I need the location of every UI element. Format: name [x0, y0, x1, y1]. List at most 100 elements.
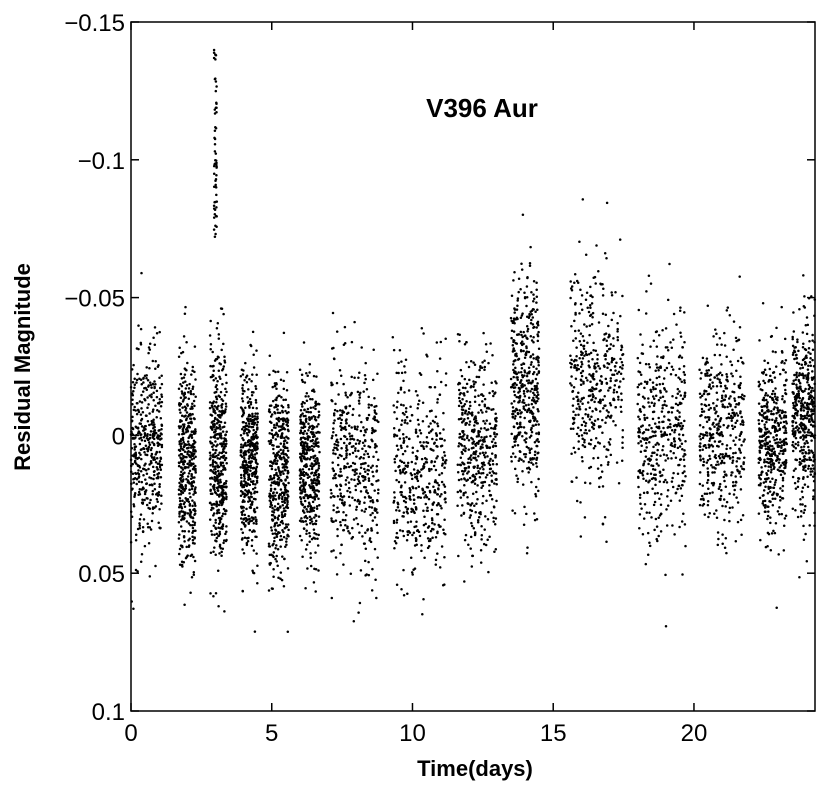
data-point: [571, 389, 575, 393]
data-point: [221, 403, 224, 406]
data-point: [274, 557, 277, 561]
data-point: [188, 464, 191, 467]
data-point: [223, 443, 226, 446]
data-point: [522, 452, 526, 456]
data-point: [191, 442, 195, 446]
data-point: [141, 498, 144, 501]
data-point: [440, 545, 444, 548]
data-point: [157, 472, 161, 475]
data-point: [356, 425, 359, 429]
data-point: [535, 395, 538, 399]
data-point: [596, 441, 600, 444]
data-point: [135, 426, 138, 429]
data-point: [412, 568, 415, 571]
data-point: [132, 478, 135, 481]
data-point: [276, 474, 279, 478]
data-point: [334, 476, 337, 480]
data-point: [681, 433, 685, 437]
data-point: [464, 449, 467, 453]
data-point: [404, 410, 408, 414]
data-point: [214, 465, 217, 468]
data-point: [133, 377, 136, 380]
data-point: [141, 410, 145, 414]
data-point: [279, 534, 283, 538]
data-point: [135, 347, 139, 350]
data-point: [209, 436, 213, 439]
data-point: [309, 448, 312, 451]
data-point: [300, 491, 303, 495]
data-point: [209, 492, 213, 496]
data-point: [642, 477, 645, 481]
data-point: [308, 475, 311, 478]
data-point: [396, 502, 400, 506]
data-point: [212, 379, 215, 382]
data-point: [669, 449, 672, 453]
data-point: [242, 420, 245, 424]
data-point: [150, 386, 153, 389]
data-point: [221, 399, 225, 402]
data-point: [143, 439, 147, 443]
data-point: [349, 394, 352, 397]
data-point: [411, 446, 415, 450]
data-point: [473, 482, 477, 486]
data-point: [651, 430, 654, 433]
data-point: [658, 375, 661, 379]
data-point: [473, 400, 477, 404]
data-point: [272, 497, 276, 500]
data-point: [272, 491, 275, 494]
data-point: [376, 556, 379, 559]
data-point: [216, 465, 220, 469]
data-point: [422, 509, 425, 513]
data-point: [344, 524, 347, 527]
data-point: [528, 264, 532, 267]
data-point: [212, 431, 216, 434]
data-point: [317, 475, 320, 479]
data-point: [363, 438, 367, 442]
data-point: [536, 393, 540, 396]
data-point: [533, 384, 537, 388]
data-point: [657, 534, 660, 538]
data-point: [373, 509, 377, 512]
data-point: [537, 440, 540, 444]
data-point: [255, 552, 258, 555]
data-point: [573, 364, 576, 368]
data-point: [481, 465, 484, 469]
data-point: [466, 461, 470, 464]
data-point: [443, 491, 447, 494]
data-point: [644, 449, 647, 452]
data-point: [613, 365, 617, 368]
data-point: [273, 505, 277, 508]
data-point: [212, 524, 216, 527]
data-point: [513, 393, 517, 397]
data-point: [304, 586, 307, 590]
data-point: [249, 402, 253, 406]
data-point: [523, 384, 526, 387]
data-point: [133, 448, 136, 451]
data-point: [653, 492, 657, 495]
data-point: [345, 456, 348, 459]
data-point: [188, 421, 192, 424]
data-point: [673, 533, 676, 536]
data-point: [178, 547, 182, 551]
data-point: [299, 431, 303, 434]
data-point: [269, 484, 273, 487]
data-point: [281, 410, 285, 414]
data-point: [344, 513, 348, 517]
data-point: [147, 351, 150, 355]
data-point: [670, 442, 673, 445]
data-point: [138, 451, 141, 455]
data-point: [680, 380, 684, 384]
data-point: [532, 398, 536, 402]
data-point: [494, 548, 498, 551]
data-point: [481, 443, 484, 446]
data-point: [577, 402, 580, 406]
data-point: [661, 395, 665, 399]
data-point: [587, 364, 591, 367]
data-point: [523, 431, 527, 434]
data-point: [346, 489, 349, 493]
data-point: [679, 425, 682, 428]
data-point: [532, 300, 535, 303]
data-point: [153, 488, 157, 491]
data-point: [477, 455, 480, 458]
data-point: [303, 444, 306, 448]
